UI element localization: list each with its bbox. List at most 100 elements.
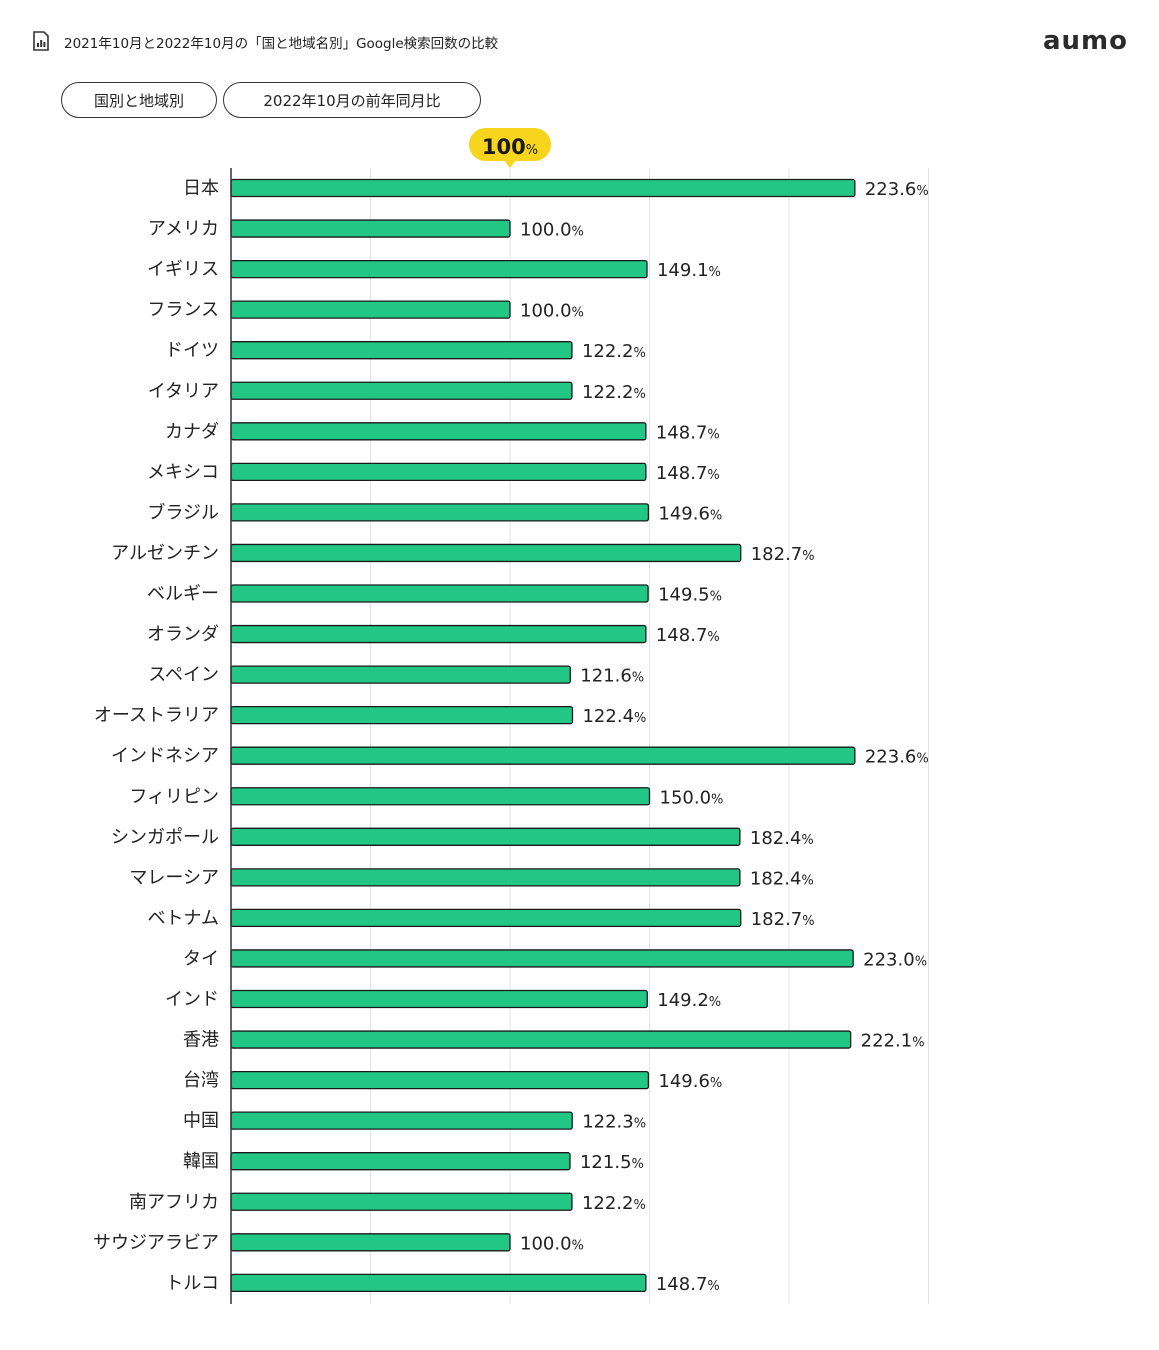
bar bbox=[230, 665, 571, 684]
value-label: 122.4% bbox=[582, 706, 646, 727]
category-label: シンガポール bbox=[111, 827, 219, 848]
value-unit: % bbox=[711, 792, 723, 807]
category-label: イギリス bbox=[147, 259, 219, 280]
value-label: 149.6% bbox=[658, 1071, 722, 1092]
marker-unit: % bbox=[526, 143, 538, 158]
value-unit: % bbox=[633, 1198, 645, 1213]
bar bbox=[230, 868, 741, 887]
value-unit: % bbox=[632, 1157, 644, 1172]
category-label: ベトナム bbox=[148, 908, 219, 929]
category-label: タイ bbox=[183, 948, 219, 969]
value-label: 182.7% bbox=[751, 544, 815, 565]
value-label: 148.7% bbox=[656, 625, 720, 646]
category-label: カナダ bbox=[165, 421, 219, 442]
bar bbox=[230, 1192, 573, 1211]
value-unit: % bbox=[634, 1117, 646, 1132]
marker-pointer bbox=[504, 160, 516, 168]
bar bbox=[230, 1233, 511, 1252]
value-unit: % bbox=[572, 225, 584, 240]
value-unit: % bbox=[707, 468, 719, 483]
category-label: サウジアラビア bbox=[93, 1232, 219, 1253]
value-label: 100.0% bbox=[520, 1233, 584, 1254]
category-label: ドイツ bbox=[165, 340, 219, 361]
value-unit: % bbox=[801, 833, 813, 848]
value-label: 100.0% bbox=[520, 301, 584, 322]
category-label: 香港 bbox=[183, 1030, 219, 1051]
category-label: 南アフリカ bbox=[129, 1192, 219, 1213]
value-label: 222.1% bbox=[861, 1031, 925, 1052]
value-label: 223.6% bbox=[865, 179, 929, 200]
category-label: アルゼンチン bbox=[111, 543, 219, 564]
category-label: 台湾 bbox=[183, 1070, 219, 1091]
value-label: 148.7% bbox=[656, 422, 720, 443]
value-unit: % bbox=[915, 954, 927, 969]
value-label: 149.5% bbox=[658, 585, 722, 606]
value-label: 148.7% bbox=[656, 1274, 720, 1295]
value-unit: % bbox=[710, 1076, 722, 1091]
bar bbox=[230, 1273, 647, 1292]
bar bbox=[230, 827, 741, 846]
value-label: 149.6% bbox=[658, 503, 722, 524]
bar bbox=[230, 381, 573, 400]
bar bbox=[230, 300, 511, 319]
reference-marker: 100% bbox=[469, 128, 551, 168]
value-label: 150.0% bbox=[660, 787, 724, 808]
value-label: 122.2% bbox=[582, 1193, 646, 1214]
category-label: スペイン bbox=[148, 665, 219, 686]
category-label: フランス bbox=[147, 300, 219, 321]
value-label: 182.4% bbox=[750, 828, 814, 849]
category-label: トルコ bbox=[165, 1273, 219, 1294]
category-label: 日本 bbox=[183, 178, 219, 199]
bar bbox=[230, 1030, 852, 1049]
value-label: 182.7% bbox=[751, 909, 815, 930]
value-label: 121.6% bbox=[580, 666, 644, 687]
labels: 日本 223.6% アメリカ 100.0% イギリス 149.1% フランス 100.0% ドイ… bbox=[93, 178, 929, 1295]
value-label: 149.2% bbox=[657, 990, 721, 1011]
value-label: 182.4% bbox=[750, 868, 814, 889]
category-label: インドネシア bbox=[111, 746, 219, 767]
bar bbox=[230, 746, 856, 765]
value-label: 148.7% bbox=[656, 463, 720, 484]
tab-yoy-comparison[interactable]: 2022年10月の前年同月比 bbox=[223, 82, 481, 118]
bars bbox=[230, 178, 856, 1292]
marker-bubble bbox=[469, 128, 551, 161]
bar bbox=[230, 787, 651, 806]
value-unit: % bbox=[802, 549, 814, 564]
bar bbox=[230, 259, 648, 279]
value-label: 149.1% bbox=[657, 260, 721, 281]
bar bbox=[230, 1152, 571, 1171]
chart-title: 2021年10月と2022年10月の「国と地域名別」Google検索回数の比較 bbox=[64, 36, 499, 52]
category-label: 中国 bbox=[183, 1111, 219, 1132]
value-label: 122.2% bbox=[582, 341, 646, 362]
value-unit: % bbox=[707, 1279, 719, 1294]
chart-header: 2021年10月と2022年10月の「国と地域名別」Google検索回数の比較 … bbox=[32, 26, 1132, 58]
bar bbox=[230, 706, 574, 725]
category-label: インド bbox=[165, 989, 219, 1010]
bar bbox=[230, 1111, 573, 1130]
value-unit: % bbox=[707, 630, 719, 645]
value-unit: % bbox=[710, 590, 722, 605]
value-unit: % bbox=[916, 184, 928, 199]
value-unit: % bbox=[572, 1238, 584, 1253]
value-unit: % bbox=[707, 427, 719, 442]
aumo-logo: aumo bbox=[1042, 26, 1128, 56]
value-label: 121.5% bbox=[580, 1152, 644, 1173]
category-label: イタリア bbox=[148, 381, 219, 402]
category-label: オーストラリア bbox=[94, 705, 219, 726]
value-label: 122.3% bbox=[582, 1112, 646, 1133]
bar bbox=[230, 584, 649, 603]
bar bbox=[230, 949, 854, 968]
value-unit: % bbox=[709, 995, 721, 1010]
category-label: 韓国 bbox=[183, 1151, 219, 1172]
bar bbox=[230, 422, 647, 441]
value-unit: % bbox=[801, 873, 813, 888]
bar bbox=[230, 178, 856, 198]
bar bbox=[230, 989, 648, 1009]
value-unit: % bbox=[633, 346, 645, 361]
value-label: 100.0% bbox=[520, 220, 584, 241]
value-unit: % bbox=[710, 508, 722, 523]
bar bbox=[230, 1070, 650, 1090]
bar bbox=[230, 462, 647, 482]
tab-by-country[interactable]: 国別と地域別 bbox=[61, 82, 217, 118]
